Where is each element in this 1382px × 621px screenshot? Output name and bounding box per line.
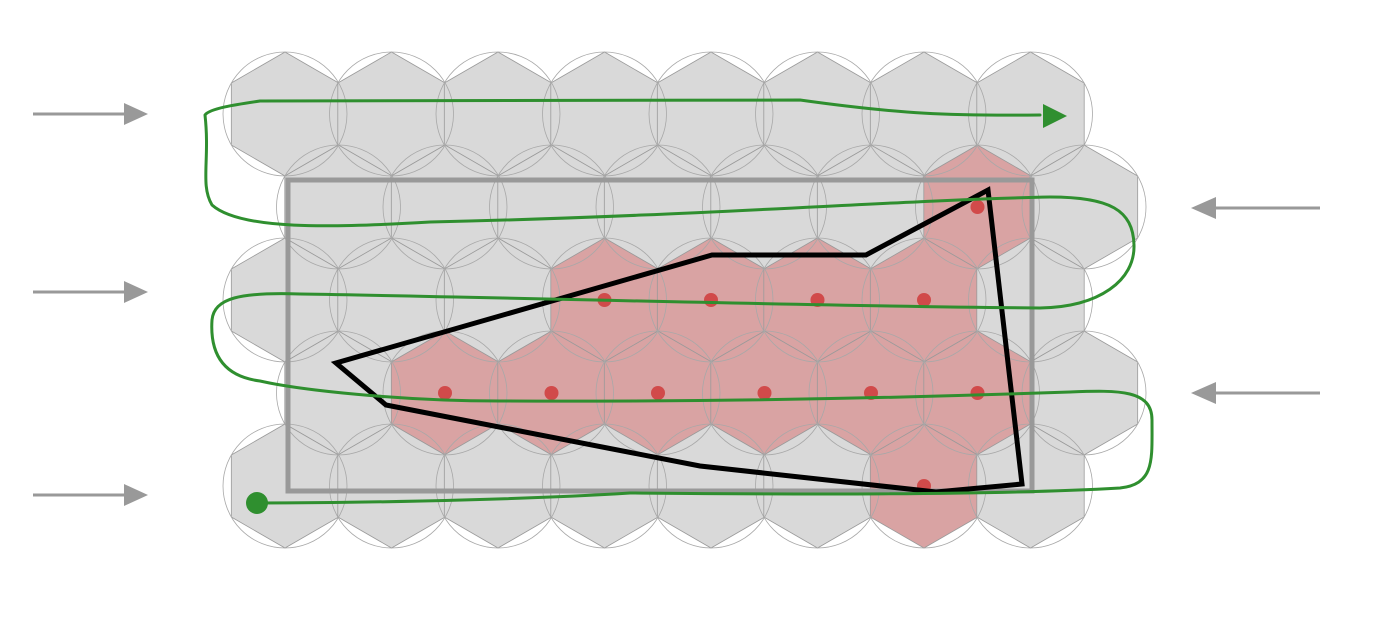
cell-center-dot: [917, 293, 931, 307]
end-arrowhead-icon: [1043, 104, 1067, 128]
arrow-right-icon: [33, 281, 148, 303]
arrow-right-icon: [33, 484, 148, 506]
target-polygon: [330, 186, 1025, 495]
coverage-circle: [435, 423, 561, 549]
arrow-left-icon: [1191, 197, 1320, 219]
boundary-rectangle: [285, 177, 1035, 494]
coverage-circle: [648, 423, 774, 549]
arrow-left-icon: [1191, 382, 1320, 404]
cell-center-dot: [704, 293, 718, 307]
sweep-direction-arrows: [33, 103, 1320, 506]
cell-center-dot: [438, 386, 452, 400]
hex-cells-layer: [230, 51, 1139, 549]
cell-center-dot: [544, 386, 559, 400]
cell-center-dot: [970, 386, 985, 400]
cell-center-dot: [757, 386, 772, 400]
start-dot-icon: [246, 492, 268, 514]
coverage-circle: [542, 423, 667, 549]
cell-center-dot: [651, 386, 665, 400]
arrow-right-icon: [33, 103, 148, 125]
coverage-path: [203, 98, 1154, 505]
cell-center-dot: [970, 200, 985, 214]
coverage-circle: [222, 423, 348, 549]
coverage-circle: [329, 423, 454, 549]
